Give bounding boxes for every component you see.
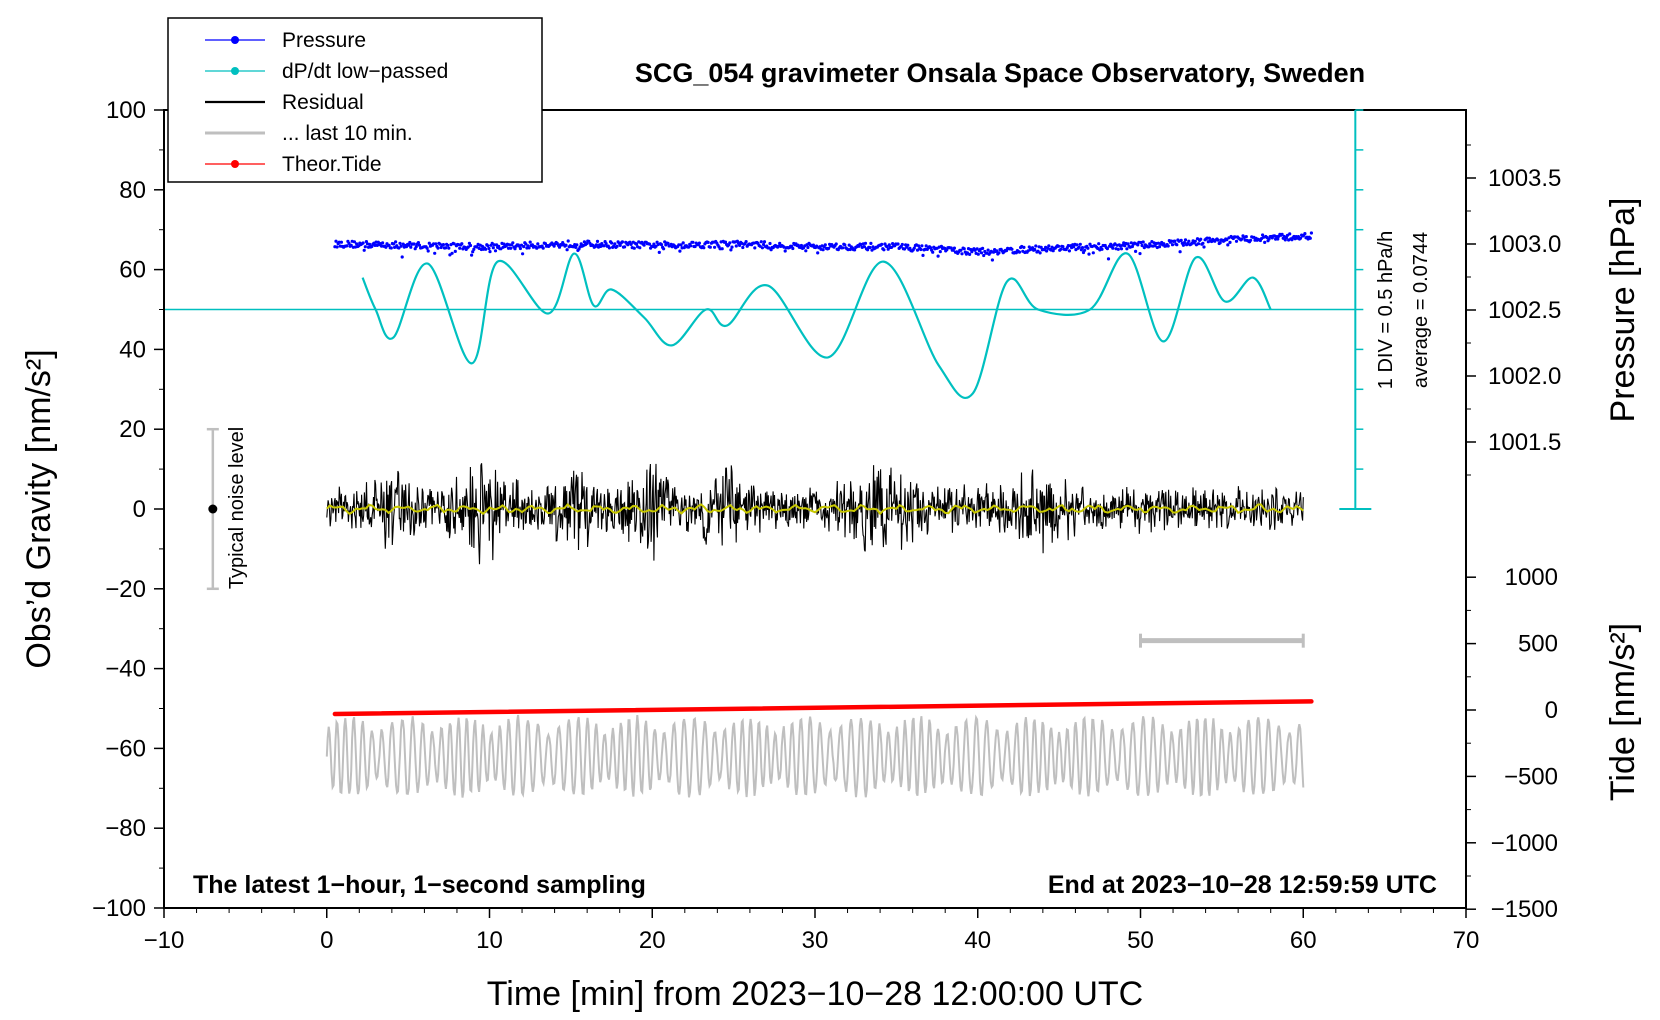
y-tick-label: −40 [105,656,146,683]
y-tick-label: 80 [119,177,146,204]
pressure-tick-label: 1002.0 [1488,363,1561,390]
y-tick-label: 40 [119,336,146,363]
pressure-scale-bar [1339,109,1372,510]
y-tick-label: 60 [119,257,146,284]
legend-label: ... last 10 min. [282,122,413,145]
x-tick-label: −10 [144,927,185,954]
y-tick-label: 20 [119,416,146,443]
pressure-tick-label: 1001.5 [1488,429,1561,456]
legend-item: ... last 10 min. [205,122,413,145]
legend-label: Residual [282,91,364,114]
legend-item: Residual [205,91,364,114]
chart-title: SCG_054 gravimeter Onsala Space Observat… [635,58,1365,88]
noise-level-label: Typical noise level [226,427,248,589]
legend-label: Pressure [282,29,366,52]
residual-series [326,463,1304,565]
x-tick-label: 50 [1127,927,1154,954]
x-tick-label: 10 [476,927,503,954]
x-tick-label: 60 [1290,927,1317,954]
pressure-tick-label: 1002.5 [1488,297,1561,324]
residual-smoothed-series [326,502,1304,516]
x-tick-label: 40 [964,927,991,954]
tide-tick-label: 1000 [1505,564,1558,591]
y-tick-label: −20 [105,576,146,603]
tide-tick-label: 500 [1518,631,1558,658]
dpdt-series [361,252,1272,400]
last10-bracket [1139,633,1305,648]
pressure-series [333,231,1314,262]
x-tick-label: 30 [802,927,829,954]
tide-series [332,699,1314,717]
y-tick-label: −100 [92,895,146,922]
last10-series [325,714,1305,798]
pressure-tick-label: 1003.5 [1488,165,1561,192]
pressure-tick-label: 1003.0 [1488,231,1561,258]
y-tick-label: 100 [106,97,146,124]
tide-tick-label: 0 [1545,697,1558,724]
x-tick-label: 70 [1453,927,1480,954]
tide-tick-label: −500 [1504,763,1558,790]
tide-tick-label: −1000 [1491,830,1558,857]
legend-item: Theor.Tide [205,153,382,176]
pressure-points [333,231,1314,262]
legend: Pressure dP/dt low−passed Residual ... last… [167,17,543,183]
footer-end-time: End at 2023−10−28 12:59:59 UTC [1048,871,1437,899]
pressure-average-label: average = 0.0744 [1410,232,1432,388]
pressure-scale-label: 1 DIV = 0.5 hPa/h [1375,231,1397,389]
x-tick-label: 20 [639,927,666,954]
y-axis-title-left: Obs’d Gravity [nm/s²] [20,349,58,668]
y-axis-title-pressure: Pressure [hPa] [1604,198,1642,423]
y-axis-title-tide: Tide [nm/s²] [1604,623,1642,801]
footer-sampling: The latest 1−hour, 1−second sampling [193,871,646,899]
x-axis-title: Time [min] from 2023−10−28 12:00:00 UTC [487,975,1143,1013]
legend-item: Pressure [205,29,366,52]
y-tick-label: 0 [133,496,146,523]
y-tick-label: −80 [105,815,146,842]
y-tick-label: −60 [105,735,146,762]
legend-item: dP/dt low−passed [205,60,448,83]
legend-label: dP/dt low−passed [282,60,448,83]
legend-label: Theor.Tide [282,153,382,176]
tide-tick-label: −1500 [1491,896,1558,923]
x-tick-label: 0 [320,927,333,954]
noise-level-bar [206,427,219,591]
